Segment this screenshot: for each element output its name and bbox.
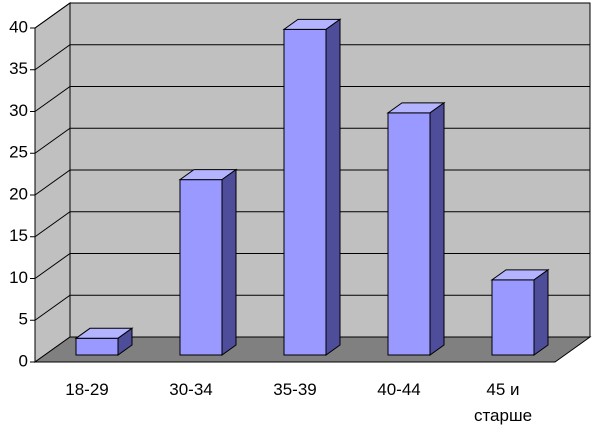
bar-side <box>221 168 237 356</box>
y-tick-label: 15 <box>9 226 28 245</box>
y-tick-label: 40 <box>9 17 28 36</box>
bar-side <box>533 268 549 356</box>
bar-front <box>283 28 327 356</box>
bar-front <box>387 112 431 356</box>
grid-line <box>34 44 590 71</box>
x-tick-label: 45 и старше <box>473 380 533 425</box>
bar-side <box>117 327 133 356</box>
grid-line <box>34 86 590 112</box>
bar-front <box>179 179 223 356</box>
y-tick-label: 25 <box>9 143 28 162</box>
x-tick-label: 35-39 <box>273 380 317 399</box>
x-tick-label: 18-29 <box>65 380 109 399</box>
grid-line <box>34 2 590 29</box>
y-tick-label: 5 <box>19 310 28 329</box>
bar-side <box>325 18 341 356</box>
bar-side <box>429 101 445 356</box>
y-tick-label: 10 <box>9 268 28 287</box>
bar-front <box>491 279 535 356</box>
bar-front <box>75 337 119 356</box>
y-tick-label: 35 <box>9 59 28 78</box>
x-tick-label: 30-34 <box>169 380 213 399</box>
y-tick-label: 20 <box>9 184 28 203</box>
y-tick-label: 30 <box>9 101 28 120</box>
y-tick-label: 0 <box>19 351 28 370</box>
x-tick-label: 40-44 <box>377 380 421 399</box>
bars <box>74 18 550 356</box>
